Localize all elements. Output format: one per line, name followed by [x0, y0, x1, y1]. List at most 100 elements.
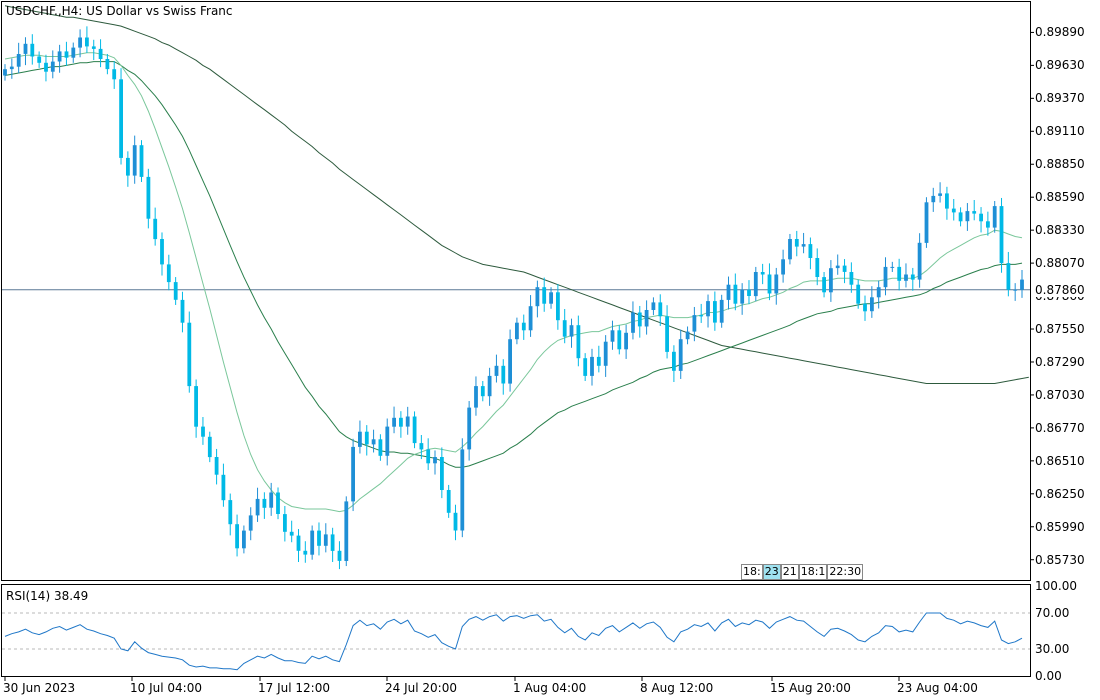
- candle-body: [794, 239, 799, 247]
- candle-body: [910, 274, 915, 280]
- candle-body: [1006, 263, 1011, 290]
- candle-body: [235, 524, 239, 549]
- candle-body: [733, 284, 738, 304]
- candle-body: [146, 176, 151, 219]
- candle-body: [207, 436, 212, 458]
- candle-body: [549, 292, 553, 304]
- candle-body: [992, 206, 997, 228]
- candle-body: [303, 550, 308, 555]
- price-tick-label: 0.86510: [1035, 453, 1085, 468]
- candle-body: [590, 356, 594, 376]
- period-item[interactable]: 22:30: [827, 564, 864, 580]
- rsi-panel[interactable]: [1, 584, 1031, 677]
- candle-body: [330, 534, 335, 551]
- candle-body: [637, 312, 642, 327]
- candle-body: [30, 43, 35, 57]
- candle-body: [358, 431, 362, 447]
- candle-body: [9, 66, 14, 70]
- price-tick-label: 0.88590: [1035, 190, 1085, 205]
- price-tick-label: 0.88850: [1035, 157, 1085, 172]
- candle-body: [242, 530, 246, 549]
- candle-body: [248, 515, 253, 531]
- candle-body: [829, 268, 833, 293]
- candle-body: [453, 512, 458, 531]
- candle-body: [515, 322, 519, 340]
- candle-body: [214, 457, 219, 475]
- candle-body: [842, 265, 847, 272]
- current-price-label: 0.87860: [1031, 282, 1087, 297]
- candle-body: [23, 43, 28, 54]
- price-tick-label: 0.87550: [1035, 322, 1085, 337]
- price-tick-label: 0.89890: [1035, 25, 1085, 40]
- candle-body: [3, 69, 7, 76]
- candle-body: [351, 446, 355, 502]
- candle-body: [310, 530, 315, 555]
- time-tick-label: 15 Aug 20:00: [770, 681, 851, 695]
- price-tick-label: 0.85730: [1035, 552, 1085, 567]
- candle-body: [269, 492, 274, 508]
- candle-body: [1013, 289, 1018, 291]
- candle-body: [385, 426, 390, 456]
- candle-body: [924, 202, 929, 243]
- candle-body: [665, 316, 669, 352]
- candle-body: [678, 339, 683, 371]
- candle-body: [228, 500, 233, 525]
- candle-body: [528, 306, 533, 331]
- candle-body: [85, 37, 89, 47]
- candle-body: [446, 490, 451, 513]
- price-tick-label: 0.86770: [1035, 420, 1085, 435]
- candle-body: [440, 457, 444, 490]
- rsi-tick-label: 70.00: [1035, 606, 1070, 620]
- candle-body: [139, 145, 144, 177]
- candle-body: [64, 51, 69, 58]
- moving-average-mid-line: [4, 61, 1023, 468]
- candle-body: [542, 287, 547, 304]
- candle-body: [863, 303, 867, 312]
- candle-body: [719, 299, 724, 323]
- candle-body: [57, 51, 62, 62]
- candle-body: [71, 47, 76, 58]
- candle-body: [835, 265, 840, 269]
- candle-body: [126, 157, 130, 176]
- candle-body: [822, 277, 826, 293]
- candle-body: [876, 287, 881, 298]
- candle-body: [624, 332, 628, 350]
- candle-body: [480, 386, 485, 397]
- candle-body: [986, 221, 990, 228]
- candle-body: [419, 443, 424, 450]
- candle-body: [474, 386, 478, 408]
- price-tick-label: 0.89630: [1035, 58, 1085, 73]
- period-item-selected[interactable]: 23: [762, 564, 781, 580]
- candle-body: [255, 498, 260, 516]
- candle-body: [556, 292, 560, 321]
- candle-body: [672, 351, 676, 371]
- candle-body: [364, 431, 369, 445]
- candle-body: [392, 417, 396, 427]
- candle-body: [774, 274, 779, 294]
- candle-body: [50, 61, 55, 72]
- candle-body: [685, 331, 690, 340]
- candle-body: [740, 289, 745, 304]
- period-item[interactable]: 21: [780, 564, 799, 580]
- candle-body: [596, 356, 601, 366]
- candle-body: [815, 258, 820, 277]
- candle-body: [296, 535, 301, 551]
- time-tick-label: 8 Aug 12:00: [640, 681, 714, 695]
- period-strip[interactable]: 18: 23 21 18:1 22:30: [741, 564, 864, 580]
- candle-body: [890, 266, 895, 268]
- candle-body: [658, 302, 663, 317]
- candle-body: [938, 193, 942, 196]
- period-item[interactable]: 18:: [741, 564, 763, 580]
- period-item[interactable]: 18:1: [798, 564, 828, 580]
- candle-body: [753, 272, 758, 297]
- candle-body: [856, 284, 861, 304]
- candle-body: [617, 330, 622, 350]
- candle-body: [801, 244, 806, 247]
- candle-body: [883, 266, 888, 288]
- candle-body: [289, 531, 294, 536]
- candle-body: [781, 259, 785, 275]
- candle-body: [221, 474, 226, 501]
- price-tick-label: 0.85990: [1035, 519, 1085, 534]
- rsi-tick-label: 30.00: [1035, 642, 1070, 656]
